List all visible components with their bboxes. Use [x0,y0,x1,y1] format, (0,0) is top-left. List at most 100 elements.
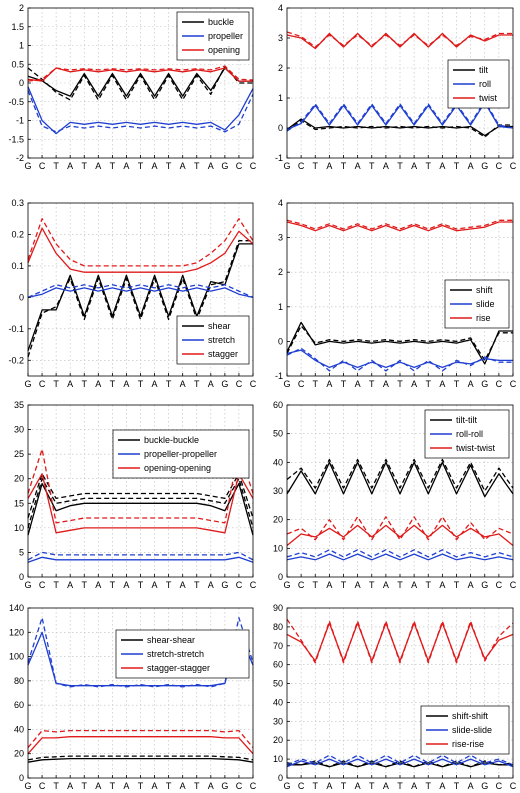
x-tick-label: A [326,781,332,791]
x-tick-label: T [138,379,144,389]
x-tick-label: G [221,161,228,171]
x-tick-label: T [194,161,200,171]
x-tick-label: T [82,379,88,389]
x-tick-label: T [426,161,432,171]
y-tick-label: 0.2 [11,229,24,239]
x-tick-label: A [180,580,186,590]
x-tick-label: A [208,781,214,791]
x-tick-label: A [180,781,186,791]
y-tick-label: 1 [278,93,283,103]
x-tick-label: T [166,580,172,590]
x-tick-label: T [110,379,116,389]
x-tick-label: A [95,580,101,590]
series-line-slide-slide [286,758,514,768]
x-tick-label: A [180,379,186,389]
x-tick-label: T [166,379,172,389]
legend-box [112,429,250,479]
y-tick-label: 70 [273,641,283,651]
grid [28,8,253,158]
y-tick-label: 80 [14,676,24,686]
y-tick-label: 0.5 [11,59,24,69]
x-tick-label: T [138,580,144,590]
x-tick-label: T [110,580,116,590]
y-tick-label: 40 [273,457,283,467]
x-tick-label: T [369,161,375,171]
legend-entry: stretch [208,335,235,345]
y-tick-label: 0.1 [11,261,24,271]
x-tick-label: T [454,781,460,791]
x-tick-label: A [326,580,332,590]
y-tick-label: -0.5 [8,97,24,107]
series-line-roll-roll [286,553,514,561]
y-tick-label: 20 [14,474,24,484]
series-line-shear-shear [27,757,254,763]
series-line-twist-twist [286,524,514,547]
x-tick-label: C [510,580,517,590]
x-tick-label: T [82,781,88,791]
legend-entry: tilt-tilt [456,415,477,425]
y-tick-label: 10 [273,543,283,553]
x-tick-label: T [110,781,116,791]
x-tick-label: C [510,781,517,791]
x-tick-label: T [313,161,319,171]
y-tick-label: 30 [273,716,283,726]
y-tick-label: -1.5 [8,134,24,144]
x-tick-label: A [123,781,129,791]
x-tick-label: A [95,379,101,389]
y-tick-label: -2 [16,153,24,163]
legend-entry: shear-shear [147,635,195,645]
x-tick-label: A [439,580,445,590]
legend-entry: rise [476,313,491,323]
x-tick-label: T [194,379,200,389]
y-tick-label: 100 [9,652,24,662]
x-tick-label: A [468,580,474,590]
x-tick-label: A [326,161,332,171]
x-tick-label: T [138,161,144,171]
x-tick-label: A [355,580,361,590]
x-tick-label: A [439,161,445,171]
series-line-shear-shear-dashed [27,755,254,761]
y-tick-label: 60 [273,660,283,670]
legend-entry: shear [208,321,231,331]
series-line-roll-roll-dashed [286,549,514,558]
x-tick-label: G [481,161,488,171]
x-tick-label: G [283,781,290,791]
y-tick-label: 50 [273,429,283,439]
y-tick-label: 30 [14,425,24,435]
x-tick-label: T [166,781,172,791]
series-line-stagger-dashed [27,218,254,267]
x-tick-label: T [397,379,403,389]
x-tick-label: A [152,580,158,590]
y-tick-label: 20 [273,735,283,745]
x-tick-label: A [383,781,389,791]
x-tick-label: T [341,161,347,171]
x-tick-label: G [283,379,290,389]
x-tick-label: A [383,580,389,590]
x-tick-label: T [53,379,59,389]
series-line-tilt-tilt [286,461,514,498]
x-tick-label: C [236,580,243,590]
y-tick-label: 0.3 [11,198,24,208]
x-tick-label: T [454,580,460,590]
x-tick-label: C [236,161,243,171]
x-tick-label: A [355,379,361,389]
x-tick-label: A [123,379,129,389]
x-tick-label: A [67,379,73,389]
x-tick-label: T [166,161,172,171]
series-line-rise-rise-dashed [286,618,514,664]
x-tick-label: A [67,161,73,171]
series-line-opening-opening [27,473,254,534]
y-tick-label: 1 [19,41,24,51]
y-tick-label: 0 [278,123,283,133]
x-tick-label: C [250,781,257,791]
legend-entry: buckle-buckle [144,435,199,445]
x-tick-label: A [67,580,73,590]
x-tick-label: T [426,781,432,791]
series-line-buckle-dashed [27,65,253,101]
series-line-slide-dashed [286,347,513,372]
